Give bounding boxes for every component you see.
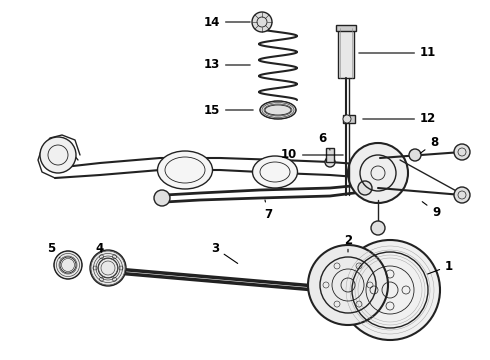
- Text: 5: 5: [47, 242, 60, 258]
- Ellipse shape: [260, 101, 296, 119]
- Ellipse shape: [252, 156, 297, 188]
- Circle shape: [348, 143, 408, 203]
- Circle shape: [154, 190, 170, 206]
- Text: 2: 2: [344, 234, 352, 252]
- Circle shape: [325, 157, 335, 167]
- Circle shape: [454, 187, 470, 203]
- Circle shape: [454, 144, 470, 160]
- Bar: [338, 28, 354, 78]
- Text: 3: 3: [211, 242, 238, 264]
- Text: 6: 6: [318, 131, 330, 150]
- Text: 11: 11: [359, 46, 436, 59]
- Text: 15: 15: [204, 104, 253, 117]
- Circle shape: [358, 181, 372, 195]
- Circle shape: [340, 240, 440, 340]
- Circle shape: [371, 221, 385, 235]
- Text: 7: 7: [264, 200, 272, 220]
- Text: 1: 1: [428, 260, 453, 274]
- Text: 13: 13: [204, 58, 250, 72]
- Circle shape: [409, 149, 421, 161]
- Circle shape: [40, 137, 76, 173]
- Circle shape: [90, 250, 126, 286]
- Bar: [336, 25, 356, 31]
- Circle shape: [252, 12, 272, 32]
- Circle shape: [343, 115, 351, 123]
- Bar: [343, 115, 355, 123]
- Ellipse shape: [157, 151, 213, 189]
- Text: 9: 9: [422, 202, 440, 219]
- Text: 8: 8: [420, 136, 438, 153]
- Text: 4: 4: [96, 242, 104, 255]
- Text: 14: 14: [204, 15, 250, 28]
- Circle shape: [54, 251, 82, 279]
- Circle shape: [308, 245, 388, 325]
- Text: 12: 12: [363, 112, 436, 126]
- Bar: [326, 148, 334, 162]
- Text: 10: 10: [281, 148, 343, 162]
